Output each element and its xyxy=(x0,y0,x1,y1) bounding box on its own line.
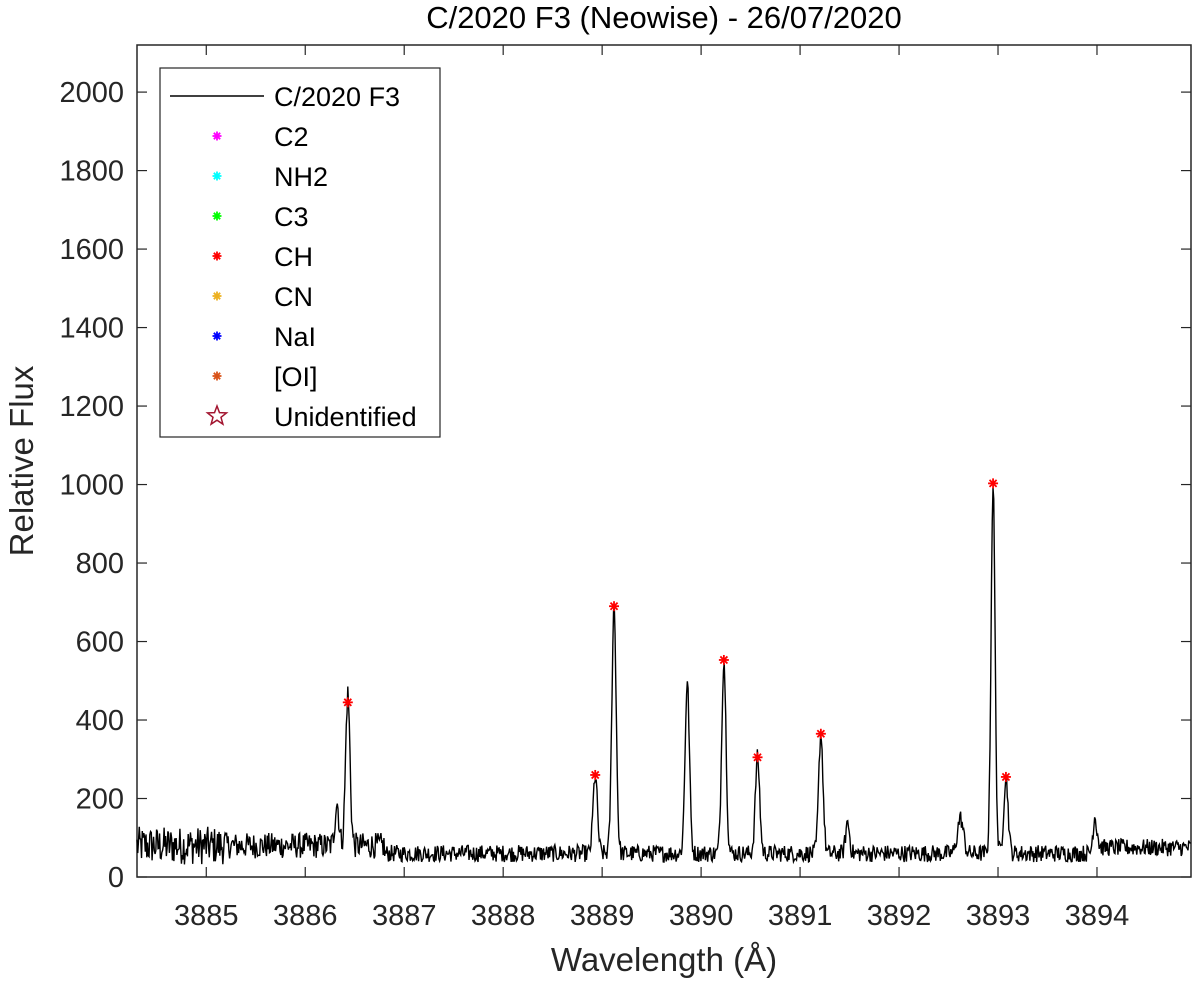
marker-ch xyxy=(718,654,729,665)
legend-asterisk-swatch xyxy=(212,291,222,301)
marker-ch xyxy=(1000,771,1011,782)
legend-label: NH2 xyxy=(274,162,328,192)
legend-entry: CN xyxy=(212,282,313,312)
y-tick-label: 200 xyxy=(76,784,124,816)
y-tick-label: 1000 xyxy=(59,470,124,502)
legend-label: C3 xyxy=(274,202,309,232)
x-tick-label: 3889 xyxy=(570,900,635,932)
legend-label: CN xyxy=(274,282,313,312)
x-tick-label: 3892 xyxy=(867,900,932,932)
y-tick-label: 1400 xyxy=(59,313,124,345)
legend-label: C2 xyxy=(274,122,309,152)
marker-ch xyxy=(609,601,620,612)
x-tick-label: 3894 xyxy=(1065,900,1130,932)
legend-entry: [OI] xyxy=(212,362,318,392)
legend-asterisk-swatch xyxy=(212,331,222,341)
y-tick-label: 1200 xyxy=(59,391,124,423)
y-tick-label: 0 xyxy=(108,862,124,894)
y-ticks: 0 200 400 600 800 1000 1200 1400 1600 1800 2000 xyxy=(59,77,1191,894)
x-tick-label: 3887 xyxy=(372,900,437,932)
y-tick-label: 800 xyxy=(76,548,124,580)
legend-asterisk-swatch xyxy=(212,371,222,381)
legend-asterisk-swatch xyxy=(212,251,222,261)
legend-entry: C3 xyxy=(212,202,309,232)
x-tick-label: 3891 xyxy=(768,900,833,932)
x-tick-label: 3890 xyxy=(669,900,734,932)
x-tick-label: 3893 xyxy=(966,900,1031,932)
legend-label: C/2020 F3 xyxy=(274,82,400,112)
legend-entry: C2 xyxy=(212,122,309,152)
spectrum-series xyxy=(136,487,1192,865)
legend-asterisk-swatch xyxy=(212,131,222,141)
spectrum-line xyxy=(136,487,1192,865)
marker-ch xyxy=(752,752,763,763)
legend-entry: C/2020 F3 xyxy=(170,82,400,112)
chart-title: C/2020 F3 (Neowise) - 26/07/2020 xyxy=(426,0,902,35)
y-tick-label: 600 xyxy=(76,627,124,659)
legend-box xyxy=(159,67,441,438)
legend-entry: NH2 xyxy=(212,162,328,192)
y-tick-label: 1600 xyxy=(59,234,124,266)
x-tick-label: 3888 xyxy=(471,900,536,932)
legend-asterisk-swatch xyxy=(212,211,222,221)
species-markers xyxy=(342,478,1011,782)
legend-label: Unidentified xyxy=(274,402,417,432)
legend-label: [OI] xyxy=(274,362,318,392)
y-tick-label: 2000 xyxy=(59,77,124,109)
legend-asterisk-swatch xyxy=(212,171,222,181)
x-tick-label: 3885 xyxy=(174,900,239,932)
legend-label: CH xyxy=(274,242,313,272)
legend-star-swatch xyxy=(205,403,229,426)
x-ticks: 3885 3886 3887 3888 3889 3890 3891 3892 3893 3894 xyxy=(174,45,1129,932)
legend: C/2020 F3 C2 NH2 C3 CH CN NaI [OI] Unidentified xyxy=(159,67,441,438)
y-axis-label: Relative Flux xyxy=(3,365,40,556)
x-axis-label: Wavelength (Å) xyxy=(551,941,777,978)
legend-entry: CH xyxy=(212,242,313,272)
marker-ch xyxy=(815,728,826,739)
y-tick-label: 1800 xyxy=(59,156,124,188)
legend-entries: C/2020 F3 C2 NH2 C3 CH CN NaI [OI] Unidentified xyxy=(170,82,417,432)
marker-ch xyxy=(590,769,601,780)
legend-entry: NaI xyxy=(212,322,316,352)
legend-entry: Unidentified xyxy=(205,402,417,432)
x-tick-label: 3886 xyxy=(273,900,338,932)
marker-ch xyxy=(988,478,999,489)
legend-label: NaI xyxy=(274,322,316,352)
marker-ch xyxy=(342,697,353,708)
y-tick-label: 400 xyxy=(76,705,124,737)
